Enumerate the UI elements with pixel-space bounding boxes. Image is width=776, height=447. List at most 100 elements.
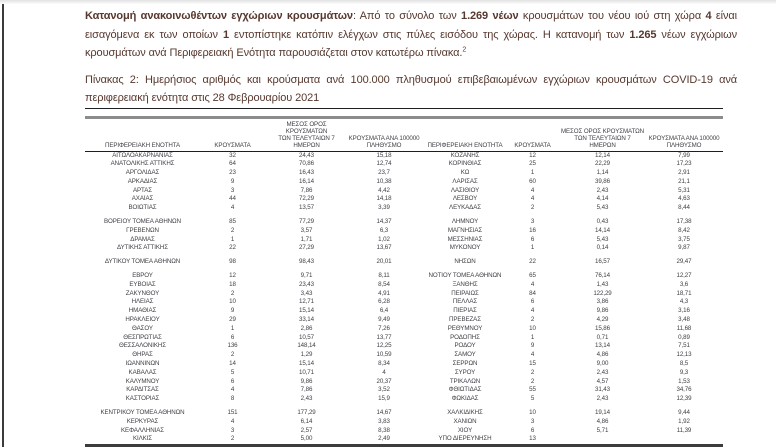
region-cell: ΑΙΤΩΛΟΑΚΑΡΝΑΝΙΑΣ bbox=[112, 151, 173, 159]
region-cell: ΚΑΣΤΟΡΙΑΣ bbox=[125, 395, 160, 403]
value-cell bbox=[645, 435, 723, 445]
table-row: ΑΙΤΩΛΟΑΚΑΡΝΑΝΙΑΣ 32 24,43 15,18 ΚΟΖΑΝΗΣ 12 12,… bbox=[85, 151, 723, 160]
value-cell: 4,42 bbox=[378, 186, 390, 194]
value-cell: 84 bbox=[529, 289, 536, 297]
value-cell: 39,86 bbox=[595, 177, 610, 185]
region-cell: ΚΑΡΔΙΤΣΑΣ bbox=[126, 386, 159, 394]
value-cell: 4 bbox=[382, 368, 386, 376]
value-cell: 13 bbox=[529, 435, 536, 443]
region-cell: ΚΙΛΚΙΣ bbox=[132, 435, 153, 443]
region-cell: ΜΑΓΝΗΣΙΑΣ bbox=[447, 226, 483, 234]
region-cell: ΘΑΣΟΥ bbox=[132, 324, 153, 332]
value-cell: 2,43 bbox=[596, 395, 609, 403]
value-cell: 8,5 bbox=[679, 360, 689, 368]
value-cell: 12,71 bbox=[299, 298, 314, 306]
value-cell: 55 bbox=[529, 386, 536, 394]
intro-text-run: Κατανομή ανακοινωθέντων εγχώριων κρουσμά… bbox=[85, 10, 353, 22]
value-cell: 34,76 bbox=[676, 386, 692, 394]
value-cell: 85 bbox=[229, 218, 236, 226]
value-cell: 10,38 bbox=[376, 177, 392, 185]
value-cell: 20,01 bbox=[376, 258, 392, 266]
value-cell: 2,86 bbox=[300, 324, 313, 332]
value-cell: 2,57 bbox=[300, 426, 313, 434]
footnote-marker: 2 bbox=[462, 46, 467, 54]
value-cell: 10,57 bbox=[299, 333, 314, 341]
value-cell: 2,49 bbox=[378, 435, 390, 443]
intro-text-run: 1 bbox=[222, 28, 229, 41]
table-row: ΑΝΑΤΟΛΙΚΗΣ ΑΤΤΙΚΗΣ 64 70,86 12,74 ΚΟΡΙΝΘΙΑΣ 2… bbox=[85, 160, 723, 169]
region-cell: ΦΘΙΩΤΙΔΑΣ bbox=[448, 386, 482, 394]
value-cell: 1,02 bbox=[378, 235, 390, 243]
value-cell: 15,14 bbox=[299, 360, 314, 368]
value-cell: 8 bbox=[230, 395, 235, 403]
value-cell: 4,14 bbox=[596, 195, 609, 203]
value-cell: 4 bbox=[530, 280, 535, 288]
value-cell: 13,14 bbox=[595, 342, 610, 350]
value-cell: 177,29 bbox=[297, 409, 316, 417]
table-row: ΚΑΡΔΙΤΣΑΣ 4 7,86 3,52 ΦΘΙΩΤΙΔΑΣ 55 31,43 34,76 bbox=[85, 386, 723, 395]
value-cell: 3 bbox=[530, 417, 535, 425]
value-cell: 31,43 bbox=[595, 386, 610, 394]
value-cell: 9,71 bbox=[300, 272, 313, 280]
region-cell: ΔΥΤΙΚΗΣ ΑΤΤΙΚΗΣ bbox=[117, 244, 168, 252]
value-cell: 24,43 bbox=[299, 151, 314, 159]
value-cell: 9 bbox=[230, 177, 235, 185]
value-cell: 3 bbox=[230, 186, 235, 194]
value-cell: 13,77 bbox=[376, 333, 392, 341]
value-cell: 77,29 bbox=[299, 218, 314, 226]
value-cell: 10,59 bbox=[376, 351, 392, 359]
region-cell: ΑΡΚΑΔΙΑΣ bbox=[127, 177, 158, 185]
region-cell: ΔΥΤΙΚΟΥ ΤΟΜΕΑ ΑΘΗΝΩΝ bbox=[104, 258, 181, 266]
value-cell: 22 bbox=[529, 258, 536, 266]
value-cell: 8,38 bbox=[378, 426, 390, 434]
value-cell: 23,7 bbox=[378, 169, 390, 177]
value-cell: 4 bbox=[530, 307, 535, 315]
value-cell: 5 bbox=[230, 368, 235, 376]
value-cell: 1,71 bbox=[300, 235, 313, 243]
value-cell: 148,14 bbox=[297, 342, 316, 350]
page-top-shadow bbox=[0, 0, 776, 4]
region-cell: ΛΑΣΙΘΙΟΥ bbox=[450, 186, 480, 194]
intro-text-run: είναι εισαγόμενα εκ των οποίων bbox=[85, 10, 738, 41]
region-cell: ΣΥΡΟΥ bbox=[454, 368, 476, 376]
value-cell: 13,57 bbox=[299, 204, 314, 212]
region-cell: ΧΑΛΚΙΔΙΚΗΣ bbox=[447, 409, 483, 417]
value-cell: 15 bbox=[529, 360, 536, 368]
value-cell: 60 bbox=[529, 177, 536, 185]
value-cell: 8,11 bbox=[378, 272, 390, 280]
value-cell: 3,6 bbox=[679, 280, 689, 288]
value-cell: 98,43 bbox=[299, 258, 314, 266]
table-caption: Πίνακας 2: Ημερήσιος αριθμός και κρούσμα… bbox=[85, 73, 737, 105]
value-cell: 16,43 bbox=[299, 169, 314, 177]
intro-paragraph: Κατανομή ανακοινωθέντων εγχώριων κρουσμά… bbox=[85, 7, 737, 63]
value-cell: 2 bbox=[230, 226, 235, 234]
value-cell: 12,74 bbox=[376, 160, 392, 168]
intro-text-run: εντοπίστηκε κατόπιν ελέγχων στις πύλες ε… bbox=[228, 28, 630, 41]
table-row: ΔΥΤΙΚΟΥ ΤΟΜΕΑ ΑΘΗΝΩΝ 98 98,43 20,01 ΝΗΣΩΝ 22 1… bbox=[85, 258, 723, 267]
table-row: ΘΕΣΣΑΛΟΝΙΚΗΣ 136 148,14 12,25 ΡΟΔΟΥ 9 13,14 7,5… bbox=[85, 342, 723, 351]
region-cell: ΘΗΡΑΣ bbox=[132, 351, 153, 359]
region-cell: ΑΡΤΑΣ bbox=[132, 186, 153, 194]
value-cell: 12,27 bbox=[676, 272, 692, 280]
intro-text-run: 4 bbox=[705, 10, 712, 22]
value-cell: 11,39 bbox=[676, 426, 692, 434]
region-cell: ΗΡΑΚΛΕΙΟΥ bbox=[125, 316, 160, 324]
table-thick-rule bbox=[85, 115, 723, 119]
region-cell: ΚΑΒΑΛΑΣ bbox=[128, 368, 157, 376]
value-cell: 14,18 bbox=[376, 195, 392, 203]
value-cell: 14,37 bbox=[376, 218, 392, 226]
value-cell: 25 bbox=[529, 160, 536, 168]
value-cell: 10 bbox=[529, 409, 536, 417]
value-cell: 7,26 bbox=[378, 324, 390, 332]
region-cell: ΧΙΟΥ bbox=[457, 426, 473, 434]
value-cell: 1,53 bbox=[678, 377, 690, 385]
value-cell: 5,43 bbox=[596, 204, 609, 212]
region-cell: ΒΟΡΕΙΟΥ ΤΟΜΕΑ ΑΘΗΝΩΝ bbox=[104, 218, 181, 226]
table-row: ΗΛΕΙΑΣ 10 12,71 6,28 ΠΕΛΛΑΣ 6 3,86 4,3 bbox=[85, 298, 723, 307]
value-cell: 15,14 bbox=[299, 307, 314, 315]
value-cell: 9,3 bbox=[679, 368, 689, 376]
value-cell: 29,47 bbox=[676, 258, 692, 266]
value-cell: 5,31 bbox=[678, 186, 690, 194]
col-header-cases-right: ΚΡΟΥΣΜΑΤΑ bbox=[505, 120, 560, 152]
value-cell: 27,29 bbox=[299, 244, 314, 252]
